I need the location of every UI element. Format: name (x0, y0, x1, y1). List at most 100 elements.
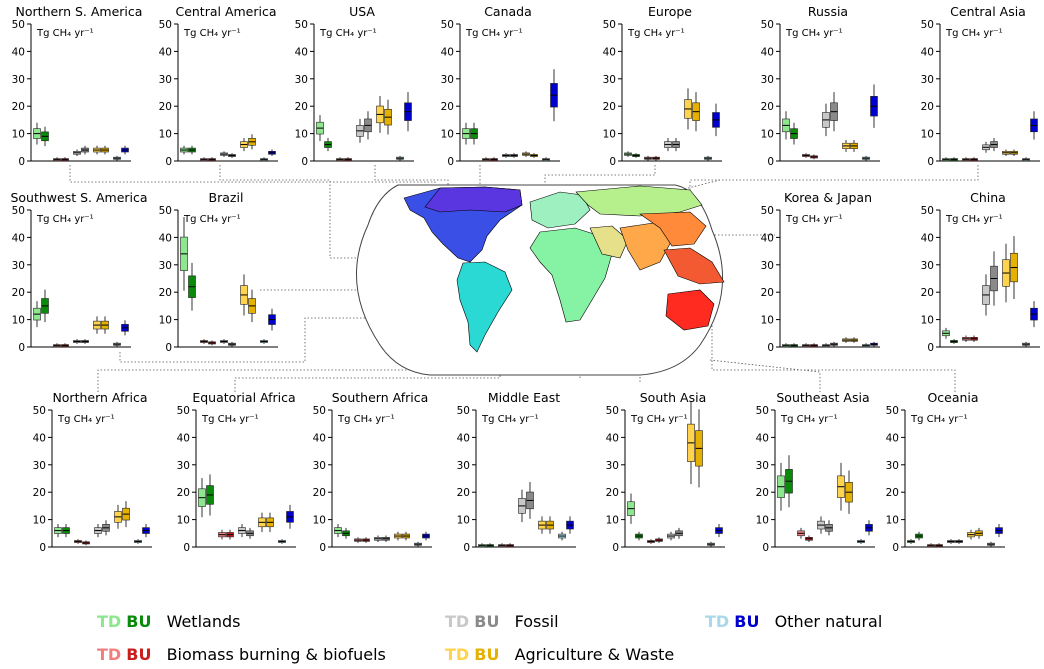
y-tick-label: 50 (761, 19, 774, 31)
panel-title: Southeast Asia (776, 390, 869, 405)
y-tick-label: 10 (886, 515, 899, 527)
legend-item-biomass: TD BU Biomass burning & biofuels (97, 645, 386, 664)
panel-title: Brazil (209, 190, 244, 205)
panel-unit-label: Tg CH₄ yr⁻¹ (201, 414, 259, 425)
map-europe (529, 191, 591, 229)
panel-unit-label: Tg CH₄ yr⁻¹ (57, 414, 115, 425)
map-canada (424, 186, 523, 213)
panel-title: Northern S. America (16, 4, 143, 19)
y-tick-label: 30 (159, 74, 172, 86)
y-tick-label: 20 (159, 287, 172, 299)
y-tick-label: 10 (606, 515, 619, 527)
y-tick-label: 50 (921, 19, 934, 31)
y-tick-label: 10 (33, 515, 46, 527)
y-tick-label: 30 (886, 460, 899, 472)
panel-unit-label: Tg CH₄ yr⁻¹ (36, 28, 94, 39)
y-tick-label: 0 (447, 156, 454, 168)
connector-line (689, 165, 979, 190)
region-panel: Europe Tg CH₄ yr⁻¹ 0 10 20 30 40 50 (603, 4, 722, 168)
y-tick-label: 10 (441, 129, 454, 141)
y-tick-label: 20 (921, 287, 934, 299)
y-tick-label: 30 (603, 74, 616, 86)
panel-title: Korea & Japan (784, 190, 872, 205)
y-tick-label: 40 (606, 432, 619, 444)
panel-unit-label: Tg CH₄ yr⁻¹ (465, 28, 523, 39)
panel-unit-label: Tg CH₄ yr⁻¹ (337, 414, 395, 425)
panel-unit-label: Tg CH₄ yr⁻¹ (183, 28, 241, 39)
y-tick-label: 20 (295, 101, 308, 113)
panel-title: Oceania (927, 390, 978, 405)
y-tick-label: 20 (441, 101, 454, 113)
region-panel: Southern Africa Tg CH₄ yr⁻¹ 0 10 20 30 40 50 (313, 390, 432, 554)
y-tick-label: 50 (603, 19, 616, 31)
legend-category-label: Fossil (514, 612, 559, 631)
legend-td-label: TD (445, 612, 470, 631)
y-tick-label: 40 (756, 432, 769, 444)
y-tick-label: 20 (33, 487, 46, 499)
panel-unit-label: Tg CH₄ yr⁻¹ (945, 28, 1003, 39)
y-tick-label: 10 (295, 129, 308, 141)
panel-title: Equatorial Africa (192, 390, 295, 405)
y-tick-label: 10 (12, 129, 25, 141)
y-tick-label: 50 (159, 19, 172, 31)
y-tick-label: 20 (12, 101, 25, 113)
legend-bu-label: BU (126, 645, 152, 664)
y-tick-label: 40 (761, 232, 774, 244)
y-tick-label: 0 (927, 342, 934, 354)
panel-title: Central America (175, 4, 276, 19)
legend-bu-label: BU (474, 645, 500, 664)
y-tick-label: 10 (313, 515, 326, 527)
panel-title: USA (349, 4, 375, 19)
y-tick-label: 30 (921, 74, 934, 86)
region-panel: China Tg CH₄ yr⁻¹ 0 10 20 30 40 50 (921, 190, 1040, 354)
y-tick-label: 0 (892, 542, 899, 554)
y-tick-label: 40 (12, 46, 25, 58)
panel-title: Southwest S. America (10, 190, 147, 205)
y-tick-label: 30 (295, 74, 308, 86)
y-tick-label: 0 (165, 342, 172, 354)
y-tick-label: 30 (761, 260, 774, 272)
legend-bu-label: BU (734, 612, 760, 631)
y-tick-label: 40 (603, 46, 616, 58)
region-panel: Central America Tg CH₄ yr⁻¹ 0 10 20 30 40 50 (159, 4, 278, 168)
y-tick-label: 10 (761, 129, 774, 141)
panel-title: Southern Africa (332, 390, 428, 405)
panel-title: South Asia (640, 390, 707, 405)
y-tick-label: 10 (159, 315, 172, 327)
y-tick-label: 50 (12, 205, 25, 217)
y-tick-label: 0 (927, 156, 934, 168)
y-tick-label: 20 (761, 101, 774, 113)
y-tick-label: 0 (18, 156, 25, 168)
legend-category-label: Wetlands (166, 612, 241, 631)
legend-td-label: TD (445, 645, 470, 664)
y-tick-label: 20 (886, 487, 899, 499)
legend-item-wetlands: TD BU Wetlands (97, 612, 240, 631)
region-panel: Oceania Tg CH₄ yr⁻¹ 0 10 20 30 40 50 (886, 390, 1005, 554)
y-tick-label: 30 (441, 74, 454, 86)
y-tick-label: 40 (441, 46, 454, 58)
panel-title: Russia (808, 4, 848, 19)
y-tick-label: 20 (457, 487, 470, 499)
y-tick-label: 30 (921, 260, 934, 272)
map-oceania (665, 289, 715, 331)
y-tick-label: 10 (756, 515, 769, 527)
panel-unit-label: Tg CH₄ yr⁻¹ (36, 214, 94, 225)
y-tick-label: 0 (165, 156, 172, 168)
legend-category-label: Agriculture & Waste (514, 645, 675, 664)
legend-item-other-natural: TD BU Other natural (705, 612, 882, 631)
y-tick-label: 30 (159, 260, 172, 272)
panel-unit-label: Tg CH₄ yr⁻¹ (481, 414, 539, 425)
y-tick-label: 10 (921, 129, 934, 141)
region-panel: Southeast Asia Tg CH₄ yr⁻¹ 0 10 20 30 40 50 (756, 390, 875, 554)
region-panel: Northern Africa Tg CH₄ yr⁻¹ 0 10 20 30 40 50 (33, 390, 152, 554)
y-tick-label: 20 (921, 101, 934, 113)
y-tick-label: 50 (606, 405, 619, 417)
panel-unit-label: Tg CH₄ yr⁻¹ (630, 414, 688, 425)
y-tick-label: 50 (756, 405, 769, 417)
y-tick-label: 30 (761, 74, 774, 86)
y-tick-label: 0 (39, 542, 46, 554)
y-tick-label: 50 (33, 405, 46, 417)
panel-title: Northern Africa (52, 390, 147, 405)
y-tick-label: 0 (18, 342, 25, 354)
